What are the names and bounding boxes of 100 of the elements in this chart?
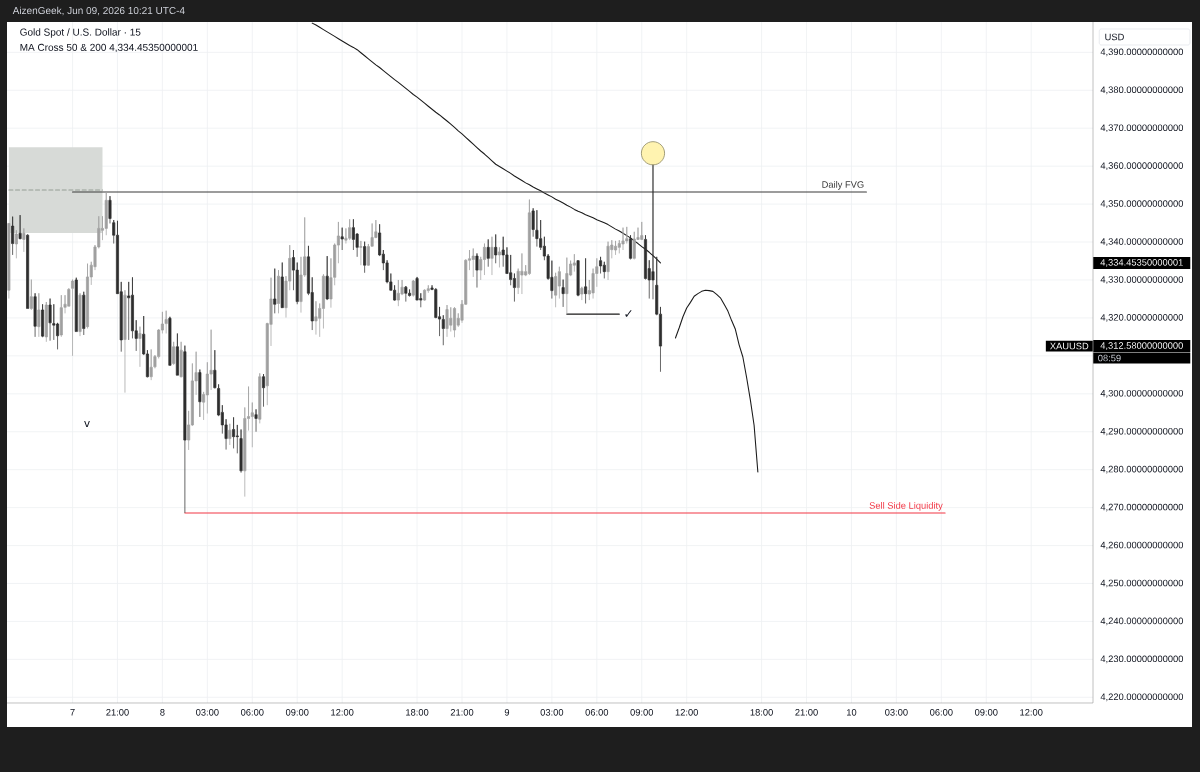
y-tick-label: 4,300.00000000000	[1100, 389, 1184, 398]
x-tick-label: 03:00	[540, 709, 564, 716]
candlestick	[445, 304, 449, 338]
x-tick-label: 12:00	[331, 709, 354, 716]
x-tick-label: 06:00	[240, 709, 264, 716]
y-tick-label: 4,380.00000000000	[1100, 86, 1184, 95]
candlestick	[179, 341, 183, 378]
y-axis-title: USD	[1105, 33, 1124, 41]
y-tick-label: 4,370.00000000000	[1100, 124, 1184, 133]
candlestick	[359, 240, 363, 266]
candlestick	[520, 253, 524, 295]
candlestick	[277, 269, 280, 314]
x-tick-label: 09:00	[630, 709, 654, 716]
candlestick	[348, 218, 352, 241]
y-tick-label: 4,280.00000000000	[1100, 465, 1184, 474]
text: AizenGeek, Jun 09, 2026 10:21 UTC-4	[12, 6, 185, 16]
candlestick	[59, 294, 63, 338]
text: 4,312.58000000000	[1100, 342, 1183, 350]
candlestick	[138, 326, 142, 368]
annotation: v	[84, 421, 90, 427]
candlestick	[33, 292, 37, 338]
candlestick	[280, 262, 284, 309]
x-tick-label: 09:00	[285, 709, 309, 716]
candlestick	[273, 268, 277, 314]
y-tick-label: 4,220.00000000000	[1100, 693, 1184, 702]
candlestick	[7, 222, 11, 299]
candlestick	[164, 310, 168, 334]
candlestick	[11, 216, 15, 256]
candlestick	[258, 372, 262, 424]
candlestick	[254, 408, 258, 433]
x-tick-label: 21:00	[450, 709, 474, 716]
candlestick	[606, 241, 610, 281]
x-tick-label: 9	[504, 709, 510, 716]
candlestick	[325, 255, 329, 301]
y-tick-label: 4,360.00000000000	[1100, 162, 1184, 171]
candlestick	[423, 289, 427, 302]
x-tick-label: 06:00	[585, 709, 609, 716]
candlestick	[175, 333, 179, 376]
text: Gold Spot / U.S. Dollar · 15	[20, 28, 141, 38]
y-tick-label: 4,270.00000000000	[1100, 503, 1184, 512]
candlestick	[314, 300, 318, 335]
candlestick	[404, 285, 408, 302]
y-tick-label: 4,290.00000000000	[1100, 427, 1184, 436]
candlestick	[262, 373, 266, 408]
candlestick	[82, 291, 86, 336]
candlestick	[408, 289, 412, 298]
candlestick	[78, 292, 82, 337]
candlestick	[629, 234, 633, 260]
candlestick	[535, 209, 539, 247]
x-tick-label: 12:00	[1020, 709, 1043, 716]
candlestick	[621, 227, 625, 251]
y-tick-label: 4,240.00000000000	[1100, 617, 1184, 626]
candlestick	[602, 261, 606, 279]
candlestick	[71, 279, 75, 357]
candlestick	[149, 349, 153, 381]
candlestick	[363, 241, 367, 274]
candlestick	[497, 246, 501, 268]
candlestick	[411, 279, 415, 298]
candlestick	[228, 423, 232, 446]
series-label: Sell Side Liquidity	[869, 501, 943, 511]
series-label: Daily FVG	[822, 181, 864, 190]
candlestick	[565, 257, 569, 315]
candlestick	[640, 221, 644, 241]
candlestick	[123, 289, 127, 394]
x-tick-label: 18:00	[406, 709, 429, 716]
y-tick-label: 4,320.00000000000	[1100, 314, 1184, 322]
annotation: XAUUSD	[1050, 342, 1089, 350]
y-tick-label: 4,340.00000000000	[1100, 238, 1184, 246]
candlestick	[183, 345, 187, 514]
candlestick	[26, 234, 30, 309]
line-series	[674, 289, 759, 473]
candlestick	[471, 248, 475, 278]
candlestick	[584, 257, 588, 304]
candlestick	[86, 263, 90, 329]
x-tick-label: 09:00	[974, 709, 998, 716]
candlestick	[490, 236, 494, 276]
x-tick-label: 8	[160, 709, 165, 716]
candlestick	[74, 277, 78, 332]
candlestick	[168, 316, 172, 367]
x-tick-label: 10	[846, 709, 857, 716]
candlestick	[453, 306, 456, 338]
candlestick	[580, 286, 584, 301]
candlestick	[37, 292, 41, 338]
candlestick	[172, 341, 176, 366]
x-tick-label: 21:00	[106, 709, 129, 716]
candlestick	[48, 298, 52, 342]
candlestick	[198, 369, 202, 418]
candlestick	[572, 253, 576, 272]
annotation: ✓	[625, 310, 632, 317]
candlestick	[29, 279, 33, 311]
candlestick	[576, 259, 580, 297]
y-tick-label: 4,230.00000000000	[1100, 655, 1184, 664]
x-tick-label: 21:00	[795, 709, 818, 716]
text: 4,334.45350000001	[1100, 259, 1183, 267]
y-tick-label: 4,250.00000000000	[1100, 579, 1184, 588]
text: MA Cross 50 & 200 4,334.45350000001	[20, 43, 198, 53]
candlestick	[104, 191, 108, 236]
candlestick	[232, 416, 236, 449]
candlestick	[475, 253, 479, 288]
candlestick	[127, 281, 131, 341]
